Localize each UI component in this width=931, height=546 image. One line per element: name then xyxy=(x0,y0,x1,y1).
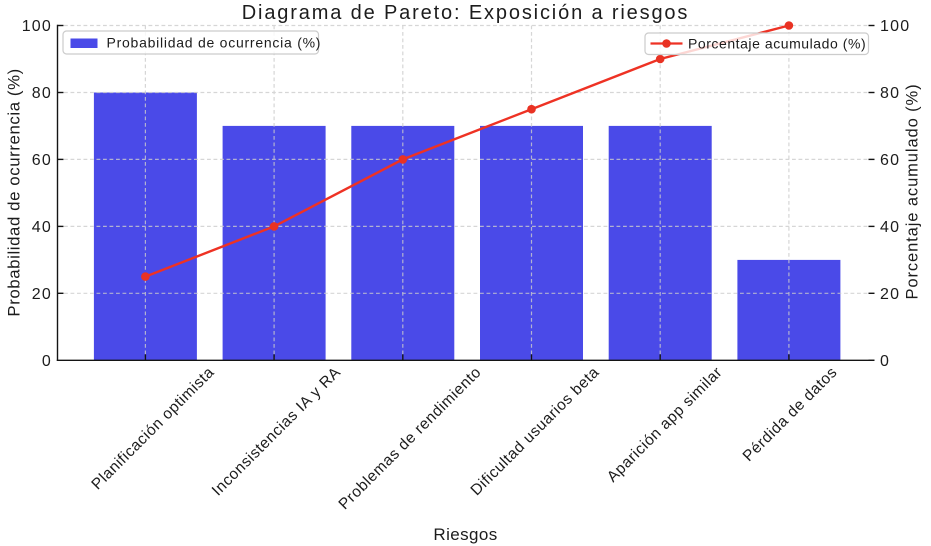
svg-text:Porcentaje acumulado (%): Porcentaje acumulado (%) xyxy=(688,36,866,52)
svg-text:60: 60 xyxy=(32,152,52,169)
svg-text:20: 20 xyxy=(880,286,900,303)
svg-text:Diagrama de Pareto: Exposición: Diagrama de Pareto: Exposición a riesgos xyxy=(242,2,690,24)
svg-text:40: 40 xyxy=(880,219,900,236)
svg-text:Probabilidad de ocurrencia (%): Probabilidad de ocurrencia (%) xyxy=(5,68,24,316)
svg-text:80: 80 xyxy=(880,85,900,102)
svg-text:80: 80 xyxy=(32,85,52,102)
svg-text:100: 100 xyxy=(22,18,52,35)
svg-text:0: 0 xyxy=(42,353,52,370)
svg-text:Porcentaje acumulado (%): Porcentaje acumulado (%) xyxy=(904,83,922,299)
svg-text:40: 40 xyxy=(32,219,52,236)
svg-text:20: 20 xyxy=(32,286,52,303)
svg-text:60: 60 xyxy=(880,152,900,169)
svg-text:100: 100 xyxy=(880,18,910,35)
svg-text:Riesgos: Riesgos xyxy=(433,525,497,544)
svg-text:0: 0 xyxy=(880,353,890,370)
svg-text:Probabilidad de ocurrencia (%): Probabilidad de ocurrencia (%) xyxy=(107,35,322,51)
